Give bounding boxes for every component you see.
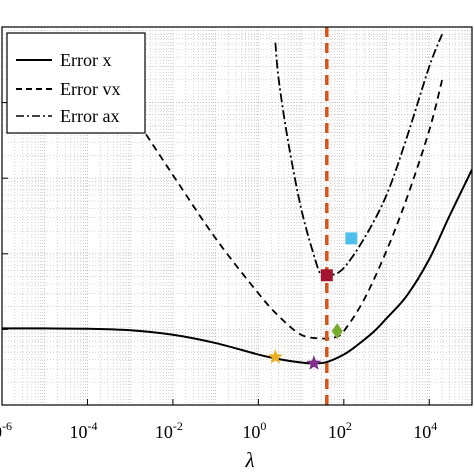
star-marker xyxy=(267,349,283,364)
x-axis-label: λ xyxy=(244,448,254,472)
x-tick-label: 104 xyxy=(413,419,437,442)
x-tick-label: 100 xyxy=(242,419,266,442)
star-marker xyxy=(306,355,322,370)
legend-label-error-ax: Error ax xyxy=(60,106,119,126)
legend-box xyxy=(6,32,146,134)
plot-frame xyxy=(1,26,473,406)
square-marker xyxy=(345,232,358,245)
marker-group xyxy=(267,232,358,370)
legend: Error x Error vx Error ax xyxy=(6,32,146,134)
diamond-marker xyxy=(331,323,343,340)
square-marker xyxy=(320,269,333,282)
legend-label-error-x: Error x xyxy=(60,50,111,70)
series-line-3 xyxy=(274,33,443,278)
x-tick-label: 102 xyxy=(328,419,352,442)
legend-label-error-vx: Error vx xyxy=(60,79,120,99)
